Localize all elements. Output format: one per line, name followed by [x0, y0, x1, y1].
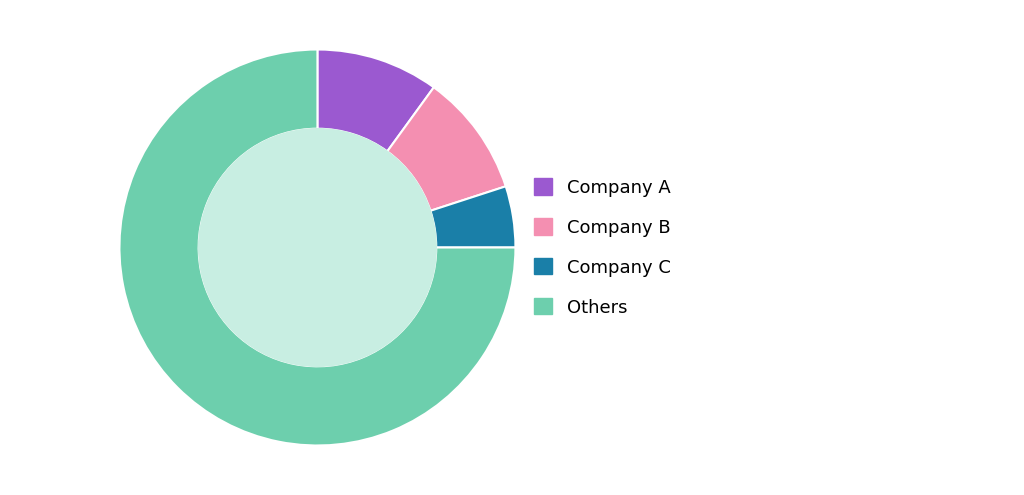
Wedge shape: [120, 50, 515, 446]
Circle shape: [199, 129, 436, 366]
Wedge shape: [430, 186, 515, 248]
Legend: Company A, Company B, Company C, Others: Company A, Company B, Company C, Others: [535, 179, 671, 316]
Wedge shape: [387, 87, 506, 211]
Wedge shape: [317, 50, 434, 151]
